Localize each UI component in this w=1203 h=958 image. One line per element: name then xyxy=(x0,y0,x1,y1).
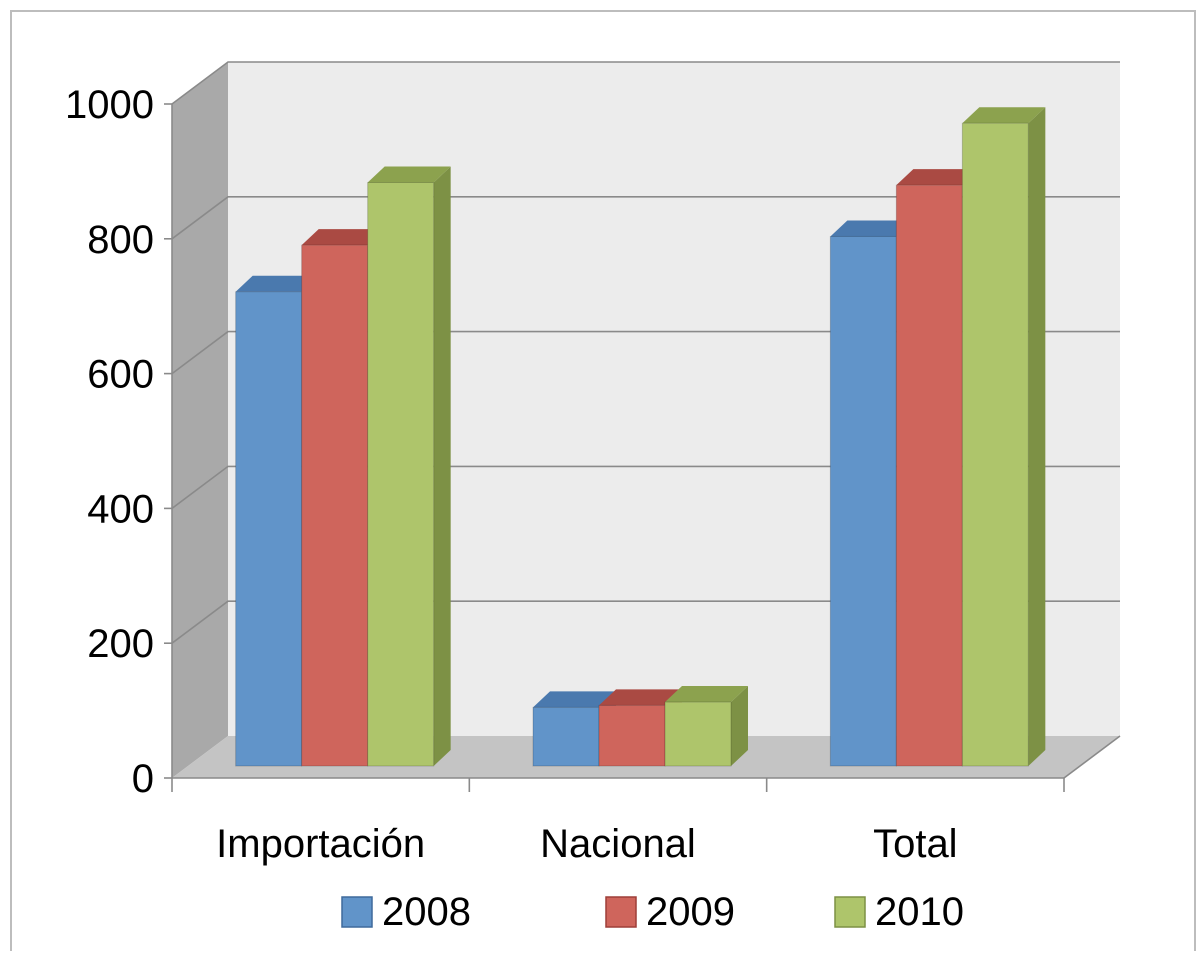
legend-label: 2009 xyxy=(646,890,735,934)
gridline xyxy=(171,600,1120,644)
bar-top xyxy=(665,686,748,703)
bar-front xyxy=(235,291,303,767)
legend-swatch xyxy=(341,896,373,928)
bar-front xyxy=(598,704,666,767)
gridline xyxy=(171,465,1120,510)
bar-top xyxy=(301,229,385,246)
legend-swatch xyxy=(834,896,866,928)
chart-svg: 0 200 400 600 800 1000 Importación Nacional Tota… xyxy=(65,61,1121,934)
chart-frame: 0 200 400 600 800 1000 Importación Nacional Tota… xyxy=(10,10,1196,951)
bar-front xyxy=(664,701,732,767)
gridline xyxy=(171,196,1120,240)
x-tick-label: Total xyxy=(873,822,958,866)
gridline xyxy=(171,330,1120,375)
bar-2010-Importación xyxy=(367,166,451,767)
legend-item-2009: 2009 xyxy=(605,890,735,934)
bar-top xyxy=(830,220,914,237)
x-tick-label: Importación xyxy=(216,822,425,866)
bar-side xyxy=(433,166,451,766)
bar-front xyxy=(367,181,435,767)
legend-label: 2008 xyxy=(382,890,471,934)
bar-top xyxy=(367,166,451,183)
bar-top xyxy=(599,689,682,706)
bar-front xyxy=(532,706,600,767)
bar-front xyxy=(895,184,963,767)
y-tick-label: 0 xyxy=(132,757,154,801)
legend-swatch xyxy=(605,896,637,928)
y-tick-label: 400 xyxy=(87,487,154,531)
legend-label: 2010 xyxy=(875,890,964,934)
bar-front xyxy=(301,244,369,767)
bar-2010-Nacional xyxy=(664,686,748,767)
floor-edge xyxy=(1063,735,1121,779)
legend-item-2008: 2008 xyxy=(341,890,471,934)
y-tick-label: 600 xyxy=(87,353,154,397)
gridline xyxy=(171,61,1120,105)
bar-front xyxy=(961,122,1029,767)
y-tick-label: 800 xyxy=(87,218,154,262)
bar-side xyxy=(1028,107,1046,766)
y-tick-label: 1000 xyxy=(65,83,154,127)
bar-2010-Total xyxy=(961,107,1046,767)
legend-item-2010: 2010 xyxy=(834,890,964,934)
y-tick-label: 200 xyxy=(87,622,154,666)
bar-top xyxy=(896,169,980,186)
bar-side xyxy=(731,686,748,766)
side-wall xyxy=(172,62,228,778)
bar-top xyxy=(533,691,616,708)
x-tick-label: Nacional xyxy=(540,822,696,866)
bar-front xyxy=(829,235,897,767)
bar-top xyxy=(235,275,319,292)
bar-top xyxy=(962,107,1046,124)
